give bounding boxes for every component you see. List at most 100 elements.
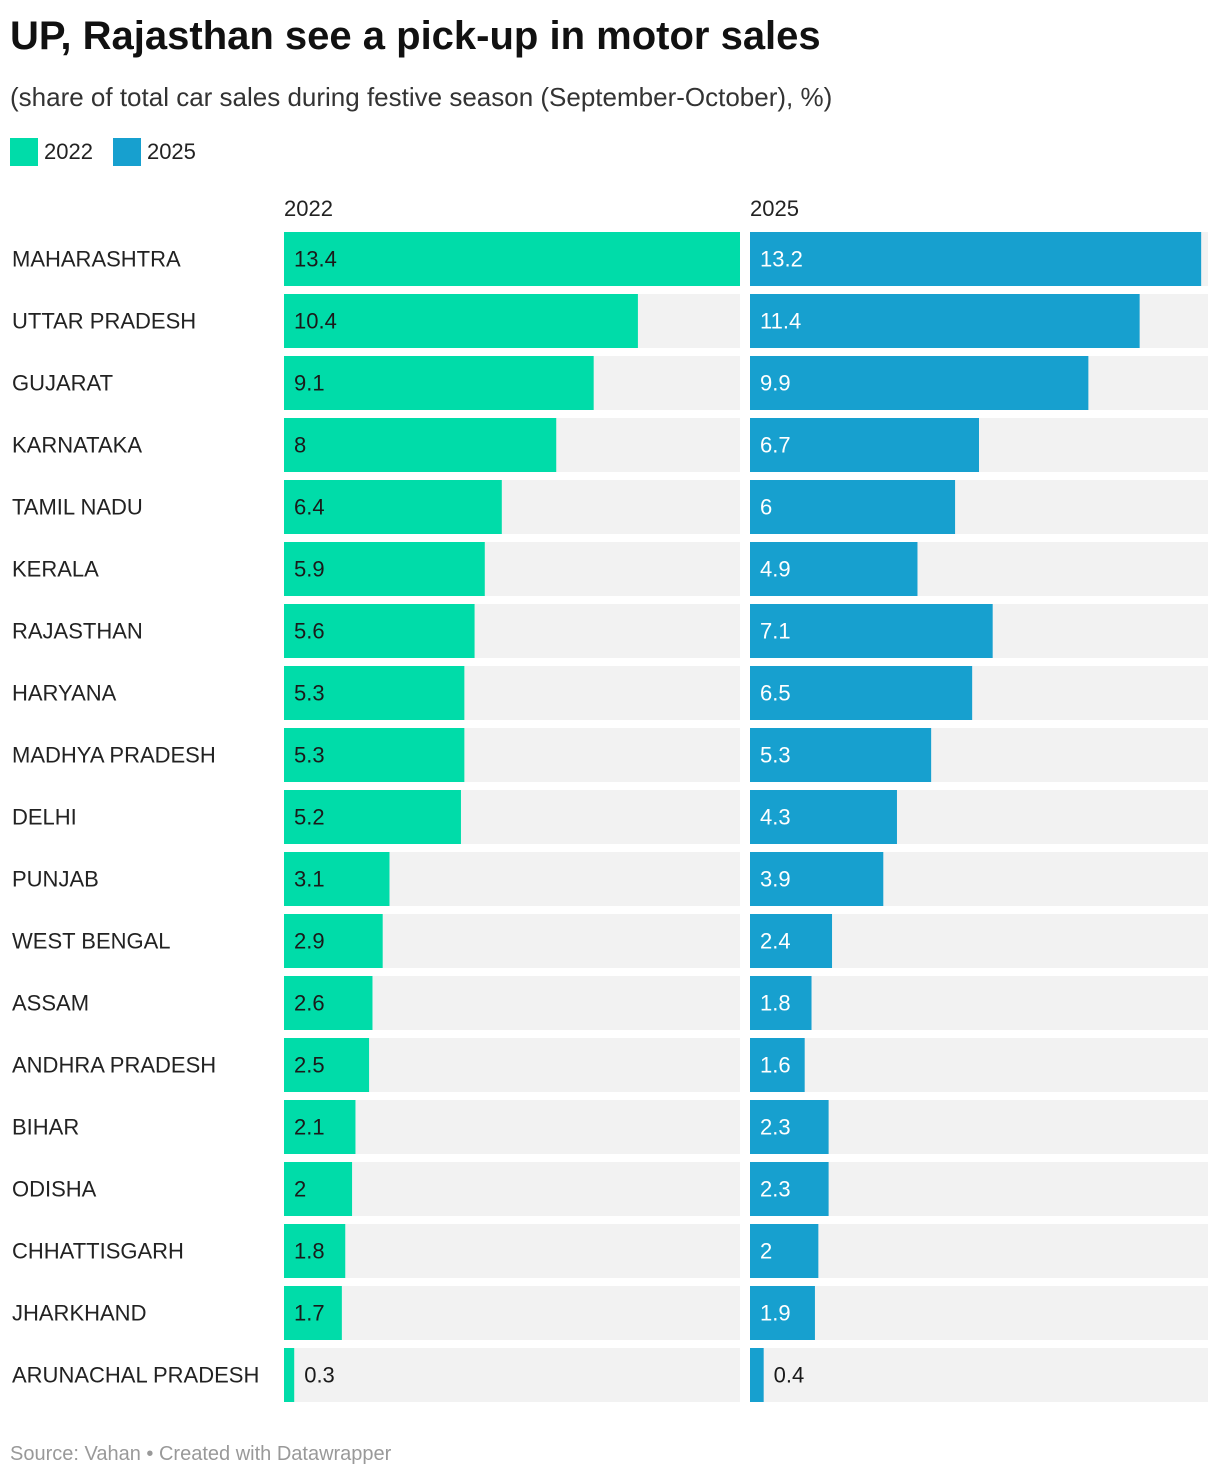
legend-swatch-2025 <box>112 138 141 166</box>
chart-subtitle: (share of total car sales during festive… <box>10 82 833 112</box>
bar-track-2022-arunachal-pradesh <box>284 1348 740 1402</box>
value-label-2025-bihar: 2.3 <box>760 1115 791 1140</box>
value-label-2022-odisha: 2 <box>294 1177 306 1202</box>
legend-swatch-2022 <box>10 138 38 166</box>
bar-2025-assam <box>750 976 812 1030</box>
bar-2022-chhattisgarh <box>284 1224 346 1278</box>
category-label-kerala: KERALA <box>12 557 99 582</box>
legend-label-2025: 2025 <box>146 139 196 164</box>
value-label-2025-gujarat: 9.9 <box>760 371 791 396</box>
bar-2025-tamil-nadu <box>750 480 956 534</box>
category-label-gujarat: GUJARAT <box>12 371 113 396</box>
legend-item-2022: 2022 <box>10 138 93 166</box>
bar-2025-karnataka <box>750 418 979 472</box>
value-label-2025-arunachal-pradesh: 0.4 <box>774 1363 805 1388</box>
category-label-tamil-nadu: TAMIL NADU <box>12 495 143 520</box>
bar-2025-west-bengal <box>750 914 833 968</box>
bar-track-2025-arunachal-pradesh <box>750 1348 1208 1402</box>
value-label-2025-jharkhand: 1.9 <box>760 1301 791 1326</box>
bar-2022-assam <box>284 976 373 1030</box>
bar-2022-madhya-pradesh <box>284 728 465 782</box>
value-label-2025-maharashtra: 13.2 <box>760 247 803 272</box>
value-label-2025-rajasthan: 7.1 <box>760 619 791 644</box>
legend: 2022 2025 <box>10 138 216 166</box>
value-label-2025-haryana: 6.5 <box>760 681 791 706</box>
bar-2022-karnataka <box>284 418 557 472</box>
value-label-2025-delhi: 4.3 <box>760 805 791 830</box>
bar-track-2025-chhattisgarh <box>750 1224 1208 1278</box>
bar-track-2022-chhattisgarh <box>284 1224 740 1278</box>
bar-2025-rajasthan <box>750 604 993 658</box>
value-label-2022-tamil-nadu: 6.4 <box>294 495 325 520</box>
value-label-2025-uttar-pradesh: 11.4 <box>760 309 801 334</box>
value-label-2025-karnataka: 6.7 <box>760 433 791 458</box>
bar-2022-uttar-pradesh <box>284 294 638 348</box>
bar-2022-odisha <box>284 1162 353 1216</box>
bar-2022-gujarat <box>284 356 594 410</box>
category-label-karnataka: KARNATAKA <box>12 433 142 458</box>
value-label-2022-jharkhand: 1.7 <box>294 1301 325 1326</box>
value-label-2022-chhattisgarh: 1.8 <box>294 1239 325 1264</box>
value-label-2025-tamil-nadu: 6 <box>760 495 772 520</box>
column-header-2022: 2022 <box>284 196 333 221</box>
category-label-haryana: HARYANA <box>12 681 117 706</box>
bar-2025-punjab <box>750 852 884 906</box>
bar-track-2025-jharkhand <box>750 1286 1208 1340</box>
credit-text: Created with Datawrapper <box>158 1443 392 1465</box>
value-label-2022-punjab: 3.1 <box>294 867 325 892</box>
bar-track-2022-odisha <box>284 1162 740 1216</box>
category-label-west-bengal: WEST BENGAL <box>12 929 171 954</box>
value-label-2025-west-bengal: 2.4 <box>760 929 791 954</box>
legend-label-2022: 2022 <box>44 139 93 164</box>
bar-2022-rajasthan <box>284 604 475 658</box>
category-label-delhi: DELHI <box>12 805 77 830</box>
category-label-maharashtra: MAHARASHTRA <box>12 247 181 272</box>
bar-2025-haryana <box>750 666 973 720</box>
value-label-2022-kerala: 5.9 <box>294 557 325 582</box>
bar-2022-delhi <box>284 790 461 844</box>
value-label-2025-madhya-pradesh: 5.3 <box>760 743 791 768</box>
bar-2025-andhra-pradesh <box>750 1038 805 1092</box>
value-label-2025-kerala: 4.9 <box>760 557 791 582</box>
category-label-arunachal-pradesh: ARUNACHAL PRADESH <box>12 1363 259 1388</box>
value-label-2022-rajasthan: 5.6 <box>294 619 325 644</box>
bar-2025-chhattisgarh <box>750 1224 819 1278</box>
column-header-2025: 2025 <box>750 196 799 221</box>
bar-2022-haryana <box>284 666 465 720</box>
value-label-2022-uttar-pradesh: 10.4 <box>294 309 337 334</box>
category-label-punjab: PUNJAB <box>12 867 99 892</box>
value-label-2022-gujarat: 9.1 <box>294 371 325 396</box>
value-label-2022-madhya-pradesh: 5.3 <box>294 743 325 768</box>
bar-track-2022-bihar <box>284 1100 740 1154</box>
bar-2025-kerala <box>750 542 918 596</box>
category-label-uttar-pradesh: UTTAR PRADESH <box>12 309 196 334</box>
source-text: Source: Vahan <box>10 1443 141 1465</box>
bar-2025-arunachal-pradesh <box>750 1348 764 1402</box>
bar-2025-bihar <box>750 1100 829 1154</box>
category-label-jharkhand: JHARKHAND <box>12 1301 146 1326</box>
value-label-2022-maharashtra: 13.4 <box>294 247 337 272</box>
bar-2025-uttar-pradesh <box>750 294 1140 348</box>
category-label-assam: ASSAM <box>12 991 89 1016</box>
bar-2025-maharashtra <box>750 232 1202 286</box>
footer-separator: • <box>146 1443 154 1465</box>
value-label-2022-andhra-pradesh: 2.5 <box>294 1053 325 1078</box>
bar-2022-maharashtra <box>284 232 740 286</box>
bar-2025-gujarat <box>750 356 1089 410</box>
footer: Source: Vahan • Created with Datawrapper <box>10 1440 391 1468</box>
value-label-2022-bihar: 2.1 <box>294 1115 325 1140</box>
bar-2022-kerala <box>284 542 485 596</box>
value-label-2022-arunachal-pradesh: 0.3 <box>304 1363 335 1388</box>
value-label-2025-assam: 1.8 <box>760 991 791 1016</box>
bar-2022-arunachal-pradesh <box>284 1348 295 1402</box>
bar-2025-jharkhand <box>750 1286 815 1340</box>
chart-title: UP, Rajasthan see a pick-up in motor sal… <box>10 14 821 58</box>
value-label-2025-andhra-pradesh: 1.6 <box>760 1053 791 1078</box>
category-label-rajasthan: RAJASTHAN <box>12 619 143 644</box>
bar-2025-delhi <box>750 790 897 844</box>
bar-2022-andhra-pradesh <box>284 1038 370 1092</box>
value-label-2022-delhi: 5.2 <box>294 805 325 830</box>
value-label-2025-punjab: 3.9 <box>760 867 791 892</box>
bar-track-2025-assam <box>750 976 1208 1030</box>
value-label-2022-west-bengal: 2.9 <box>294 929 325 954</box>
